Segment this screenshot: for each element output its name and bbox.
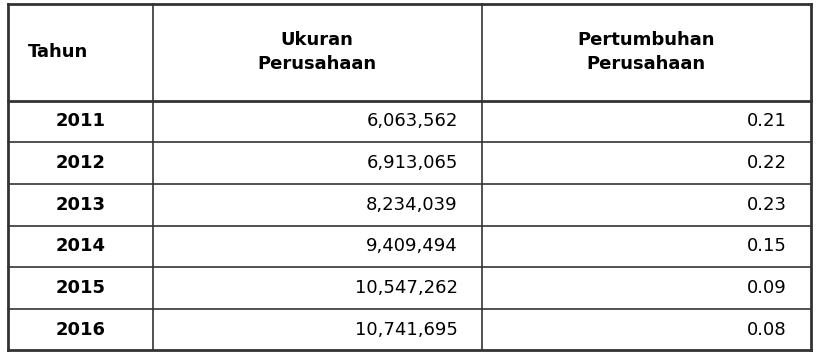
Text: 0.23: 0.23 [747,196,787,214]
Text: 10,741,695: 10,741,695 [355,321,458,339]
Text: 2016: 2016 [56,321,106,339]
Text: 0.21: 0.21 [747,113,787,131]
Text: 0.09: 0.09 [747,279,787,297]
Text: Tahun: Tahun [28,43,88,61]
Text: 6,063,562: 6,063,562 [366,113,458,131]
Text: 0.08: 0.08 [747,321,787,339]
Text: 2015: 2015 [56,279,106,297]
Text: 9,409,494: 9,409,494 [366,238,458,255]
Text: 8,234,039: 8,234,039 [366,196,458,214]
Text: Ukuran
Perusahaan: Ukuran Perusahaan [258,31,377,73]
Text: 0.15: 0.15 [747,238,787,255]
Text: 10,547,262: 10,547,262 [355,279,458,297]
Text: Pertumbuhan
Perusahaan: Pertumbuhan Perusahaan [577,31,715,73]
Text: 0.22: 0.22 [747,154,787,172]
Text: 2011: 2011 [56,113,106,131]
Text: 6,913,065: 6,913,065 [366,154,458,172]
Text: 2012: 2012 [56,154,106,172]
Text: 2013: 2013 [56,196,106,214]
Text: 2014: 2014 [56,238,106,255]
